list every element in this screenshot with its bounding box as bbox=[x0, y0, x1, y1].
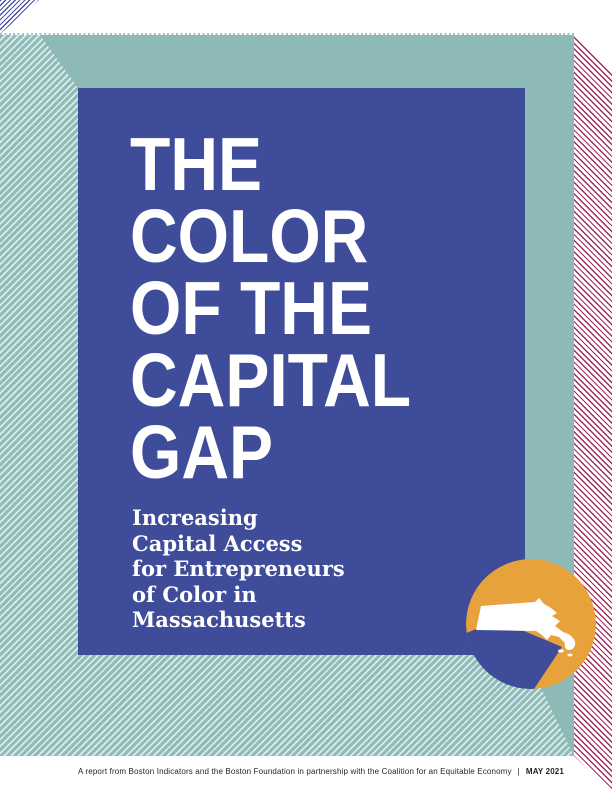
cover-panel: THE COLOR OF THE CAPITAL GAP Increasing … bbox=[78, 88, 596, 689]
footer-date: MAY 2021 bbox=[525, 767, 565, 776]
footer-separator: | bbox=[517, 767, 520, 776]
island-icon bbox=[567, 653, 573, 657]
cover-subtitle-line: for Entrepreneurs bbox=[132, 556, 345, 582]
cover-title-line: THE bbox=[130, 122, 262, 206]
cover-title: THE COLOR OF THE CAPITAL GAP bbox=[130, 122, 412, 494]
massachusetts-badge bbox=[466, 559, 596, 689]
teal-frame-dashed-edge bbox=[0, 32, 574, 35]
cover-subtitle-line: Increasing bbox=[132, 505, 258, 530]
cover-title-line: COLOR bbox=[130, 194, 369, 278]
cover-title-line: GAP bbox=[130, 410, 274, 494]
cover-subtitle-line: of Color in bbox=[132, 581, 257, 607]
cover-subtitle-line: Massachusetts bbox=[132, 607, 306, 633]
cover-subtitle: Increasing Capital Access for Entreprene… bbox=[132, 505, 345, 633]
massachusetts-state-icon bbox=[476, 598, 576, 650]
footer-credit: A report from Boston Indicators and the … bbox=[78, 767, 578, 776]
footer-credit-text: A report from Boston Indicators and the … bbox=[78, 767, 512, 776]
cover-title-line: CAPITAL bbox=[130, 338, 412, 422]
island-icon bbox=[558, 649, 564, 653]
state-long-shadow bbox=[466, 629, 562, 689]
cover-subtitle-line: Capital Access bbox=[132, 530, 303, 556]
cover-title-line: OF THE bbox=[130, 266, 372, 350]
top-left-stripes-decoration bbox=[0, 0, 39, 34]
